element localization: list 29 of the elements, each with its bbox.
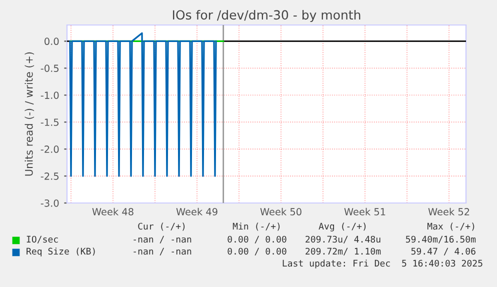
y-tick-label: -0.5	[40, 64, 59, 72]
y-axis-title: Units read (-) / write (+)	[24, 52, 34, 176]
text: Max (-/+)	[427, 222, 474, 231]
text: Min (-/+)	[232, 222, 280, 231]
y-tick-label: -2.0	[40, 146, 59, 153]
text: Avg (-/+)	[318, 222, 366, 232]
y-tick-label: -1.0	[40, 92, 59, 99]
x-tick-label: Week 50	[260, 208, 302, 216]
chart-title: IOs for /dev/dm-30 - by month	[172, 10, 360, 22]
text: 59.40m/16.50m	[406, 236, 476, 244]
text: -nan / -nan	[134, 236, 192, 244]
text: Last update: Fri Dec 5 16:40:03 2025	[282, 260, 482, 268]
x-tick-label: Week 52	[428, 208, 470, 216]
y-tick-label: -2.5	[40, 172, 59, 180]
y-tick-label: -3.0	[40, 199, 59, 207]
legend-label: IO/sec	[26, 236, 58, 244]
text: -nan / -nan	[134, 248, 192, 256]
text: Cur (-/+)	[138, 222, 185, 231]
text: 209.72m/ 1.10m	[306, 248, 381, 256]
y-tick-label: -1.5	[40, 118, 59, 126]
x-tick-label: Week 49	[176, 208, 218, 216]
legend-label: Req Size (KB)	[26, 248, 95, 256]
text: 0.00 / 0.00	[228, 236, 286, 244]
text: 0.00 / 0.00	[228, 248, 286, 256]
x-tick-label: Week 51	[344, 208, 386, 216]
x-tick-label: Week 48	[92, 208, 134, 216]
y-tick-label: 0.0	[44, 38, 59, 46]
text: 209.73u/ 4.48u	[306, 236, 380, 244]
text: 59.47 / 4.06	[411, 248, 476, 256]
